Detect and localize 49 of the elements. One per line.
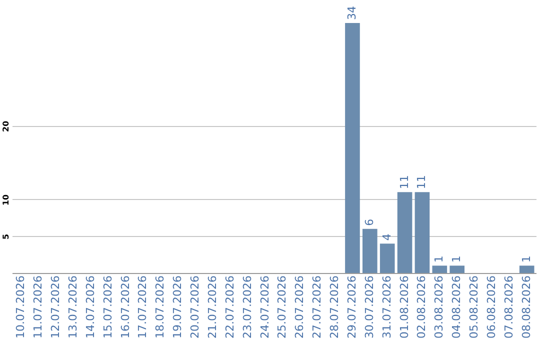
y-tick-label: 10 <box>2 194 10 206</box>
y-tick-label: 5 <box>2 234 10 240</box>
data-label: 11 <box>415 175 428 190</box>
x-tick-label: 08.08.2026 <box>520 276 533 338</box>
x-tick-label: 07.08.2026 <box>502 276 516 338</box>
x-tick-label: 29.07.2026 <box>345 276 358 338</box>
x-tick-label: 04.08.2026 <box>450 276 464 338</box>
x-tick-label: 11.07.2026 <box>32 276 45 338</box>
x-tick-label: 24.07.2026 <box>258 276 272 338</box>
x-tick-label: 15.07.2026 <box>101 276 114 338</box>
bar <box>450 266 465 273</box>
x-tick-label: 18.07.2026 <box>154 276 167 338</box>
x-tick-label: 20.07.2026 <box>188 276 202 338</box>
x-tick-label: 10.07.2026 <box>14 276 28 338</box>
data-label: 1 <box>520 256 533 263</box>
data-label: 11 <box>398 175 411 190</box>
x-tick-label: 26.07.2026 <box>293 276 306 338</box>
data-label: 1 <box>450 256 464 263</box>
x-tick-label: 02.08.2026 <box>415 276 428 338</box>
x-tick-label: 01.08.2026 <box>398 276 411 338</box>
x-tick-label: 31.07.2026 <box>380 276 394 338</box>
x-tick-label: 22.07.2026 <box>223 276 236 338</box>
data-label: 4 <box>380 234 394 241</box>
x-tick-label: 16.07.2026 <box>118 276 132 338</box>
x-tick-label: 06.08.2026 <box>484 276 498 338</box>
data-label: 6 <box>362 218 376 226</box>
x-tick-label: 28.07.2026 <box>328 276 342 338</box>
x-tick-label: 03.08.2026 <box>432 276 446 338</box>
data-label: 34 <box>345 6 358 20</box>
bar <box>519 266 534 273</box>
x-tick-label: 12.07.2026 <box>49 276 62 338</box>
bar <box>362 228 378 273</box>
x-tick-label: 13.07.2026 <box>66 276 80 338</box>
x-tick-label: 27.07.2026 <box>310 276 324 338</box>
x-tick-label: 14.07.2026 <box>84 276 97 338</box>
bar <box>432 266 448 273</box>
bar <box>397 192 412 273</box>
x-tick-label: 23.07.2026 <box>240 276 254 338</box>
x-tick-label: 17.07.2026 <box>136 276 150 338</box>
data-label: 1 <box>432 256 446 263</box>
bar <box>380 244 395 273</box>
x-tick-label: 19.07.2026 <box>171 276 184 338</box>
x-tick-label: 05.08.2026 <box>468 276 481 338</box>
bar <box>414 192 430 273</box>
y-tick-label: 20 <box>2 120 10 132</box>
x-tick-label: 21.07.2026 <box>206 276 219 338</box>
x-tick-label: 25.07.2026 <box>276 276 289 338</box>
bar <box>345 23 360 273</box>
x-tick-label: 30.07.2026 <box>362 276 376 338</box>
